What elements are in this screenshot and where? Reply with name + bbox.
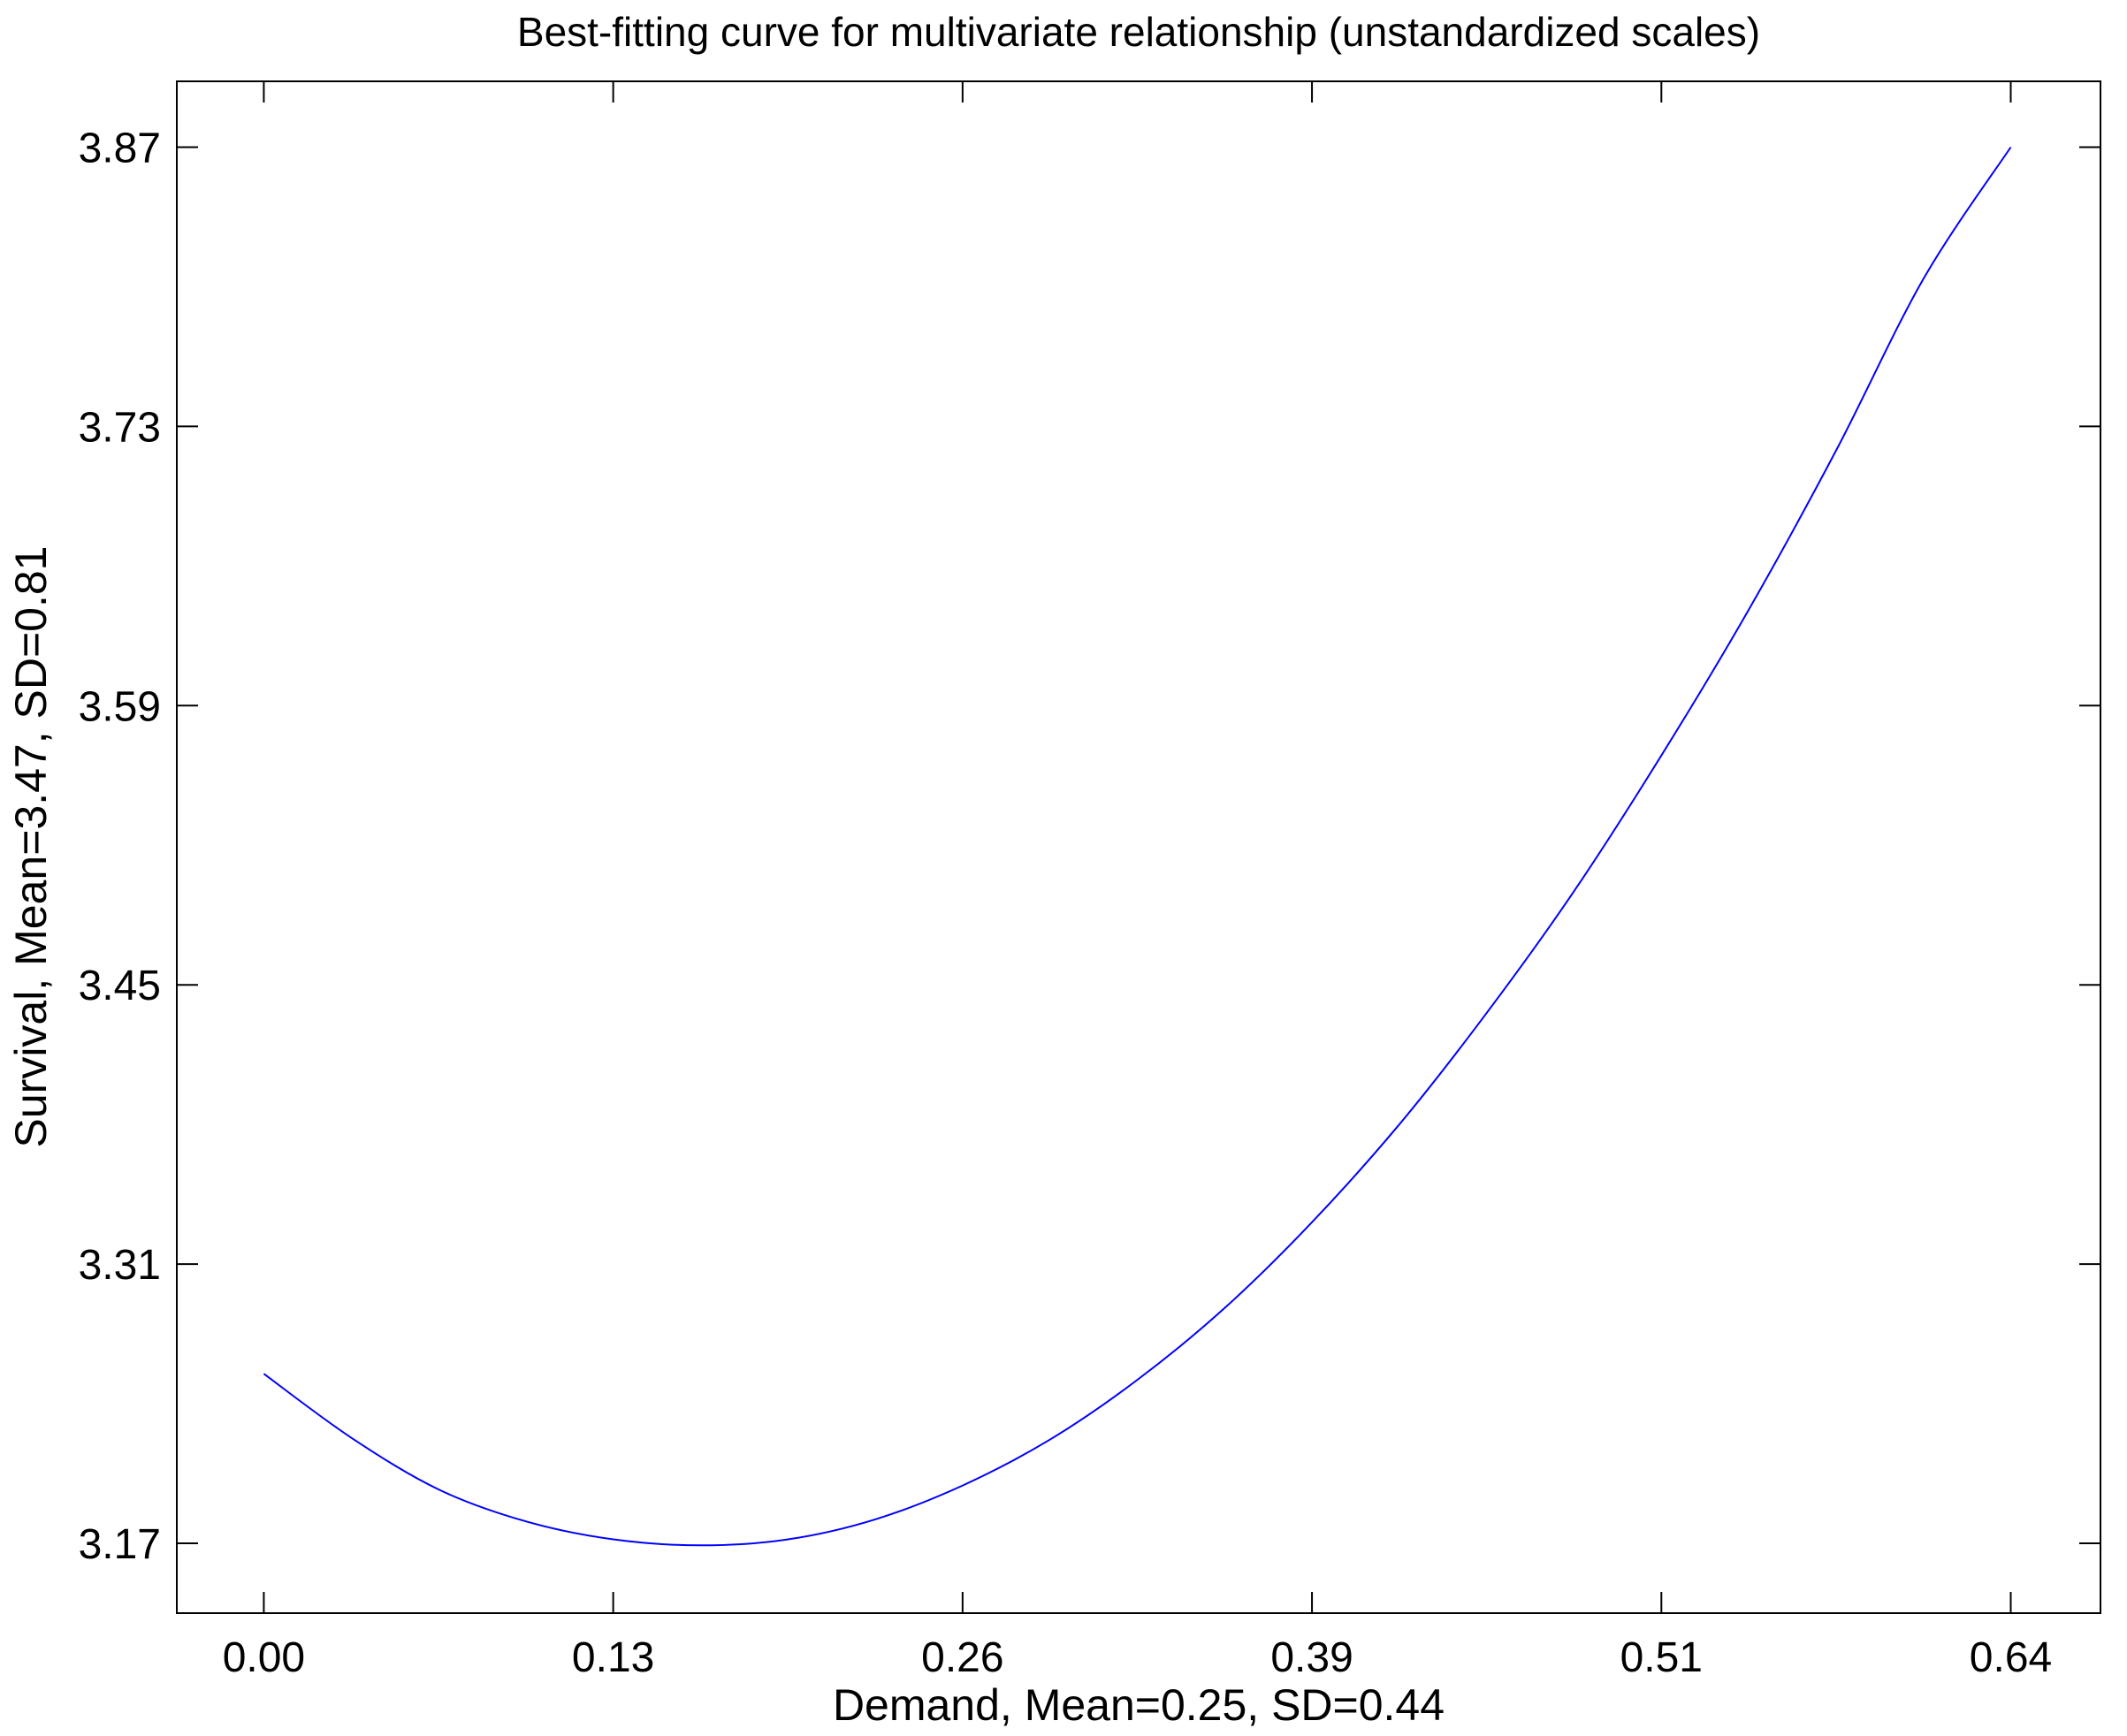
y-tick-label: 3.73 — [79, 404, 161, 451]
x-tick-label: 0.26 — [921, 1634, 1003, 1681]
x-tick-label: 0.39 — [1270, 1634, 1353, 1681]
best-fit-curve-line — [263, 146, 2012, 1547]
x-tick-label: 0.00 — [223, 1634, 305, 1681]
x-tick-label: 0.51 — [1620, 1634, 1703, 1681]
x-tick-label: 0.13 — [572, 1634, 654, 1681]
y-tick-label: 3.87 — [79, 125, 161, 171]
axis-ticks — [177, 81, 2100, 1613]
y-tick-label: 3.17 — [79, 1521, 161, 1568]
x-axis-label: Demand, Mean=0.25, SD=0.44 — [833, 1680, 1445, 1730]
axis-tick-labels: 0.00 0.13 0.26 0.39 0.51 0.64 3.17 3.31 3.45 3.59… — [79, 125, 2053, 1681]
y-axis-label: Survival, Mean=3.47, SD=0.81 — [6, 546, 56, 1148]
y-tick-label: 3.45 — [79, 963, 161, 1009]
y-tick-label: 3.59 — [79, 683, 161, 730]
chart-title: Best-fitting curve for multivariate rela… — [517, 9, 1760, 55]
plot-area-frame — [176, 80, 2101, 1614]
y-tick-label: 3.31 — [79, 1242, 161, 1289]
x-tick-label: 0.64 — [1970, 1634, 2052, 1681]
